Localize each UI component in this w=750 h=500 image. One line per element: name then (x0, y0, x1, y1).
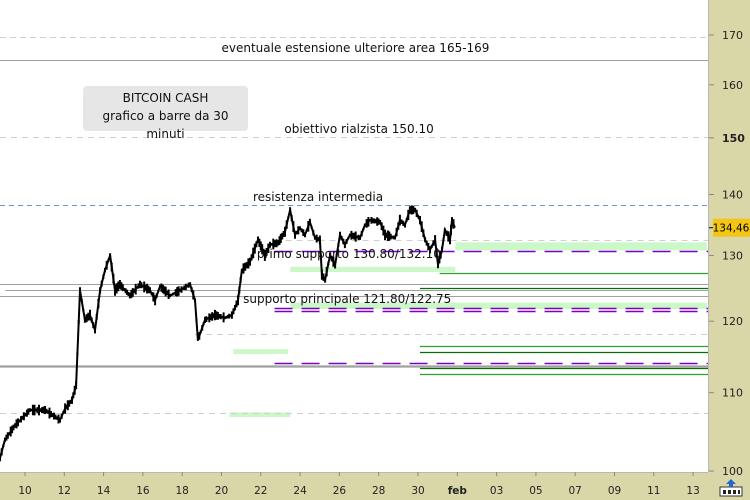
x-tick-label: 13 (686, 485, 699, 497)
annotation-label: obiettivo rialzista 150.10 (284, 122, 434, 137)
chart-subtitle: grafico a barre da 30 minuti (102, 109, 229, 141)
x-tick-label: 05 (529, 485, 542, 497)
x-tick-label: 03 (490, 485, 503, 497)
x-tick-label: 26 (333, 485, 347, 497)
last-price-label: 134,46 (713, 223, 750, 235)
y-tick-label: 120 (722, 315, 743, 328)
support-zone (290, 302, 707, 309)
chart-title: BITCOIN CASH (122, 91, 209, 105)
y-tick-label: 140 (722, 189, 743, 202)
y-tick-label: 150 (722, 132, 745, 145)
support-zone (455, 242, 707, 251)
x-tick-label: 20 (215, 485, 228, 497)
x-tick-label: 30 (411, 485, 424, 497)
x-tick-label: 28 (372, 485, 385, 497)
annotation-label: primo supporto 130.80/132.10 (256, 247, 441, 262)
y-axis-panel (708, 0, 750, 500)
y-tick-label: 110 (722, 387, 743, 400)
scroll-to-latest-icon[interactable] (718, 478, 746, 498)
y-tick-label: 130 (722, 249, 743, 262)
annotation-label: supporto principale 121.80/122.75 (243, 291, 452, 306)
support-zone (229, 412, 291, 417)
price-bars (0, 205, 455, 462)
y-tick-label: 170 (722, 29, 743, 42)
x-axis-panel (0, 472, 708, 500)
y-tick-label: 160 (722, 79, 743, 92)
x-tick-label: 18 (176, 485, 189, 497)
x-tick-label: 11 (647, 485, 660, 497)
annotation-label: resistenza intermedia (252, 190, 384, 205)
y-tick-label: 100 (722, 465, 743, 478)
x-tick-label: 14 (97, 485, 111, 497)
annotation-label: eventuale estensione ulteriore area 165-… (221, 41, 490, 56)
x-tick-label: 12 (58, 485, 71, 497)
x-tick-label: 22 (254, 485, 267, 497)
price-line (0, 208, 456, 459)
chart-title-box: BITCOIN CASH grafico a barre da 30 minut… (83, 86, 248, 141)
last-price-badge (713, 218, 750, 237)
x-tick-label: 09 (608, 485, 621, 497)
x-tick-label: 07 (569, 485, 582, 497)
x-tick-label: 16 (136, 485, 150, 497)
x-tick-label: 10 (18, 485, 31, 497)
x-tick-label: feb (448, 485, 468, 497)
support-zone (233, 349, 289, 355)
x-tick-label: 24 (293, 485, 307, 497)
support-zone (290, 266, 456, 273)
